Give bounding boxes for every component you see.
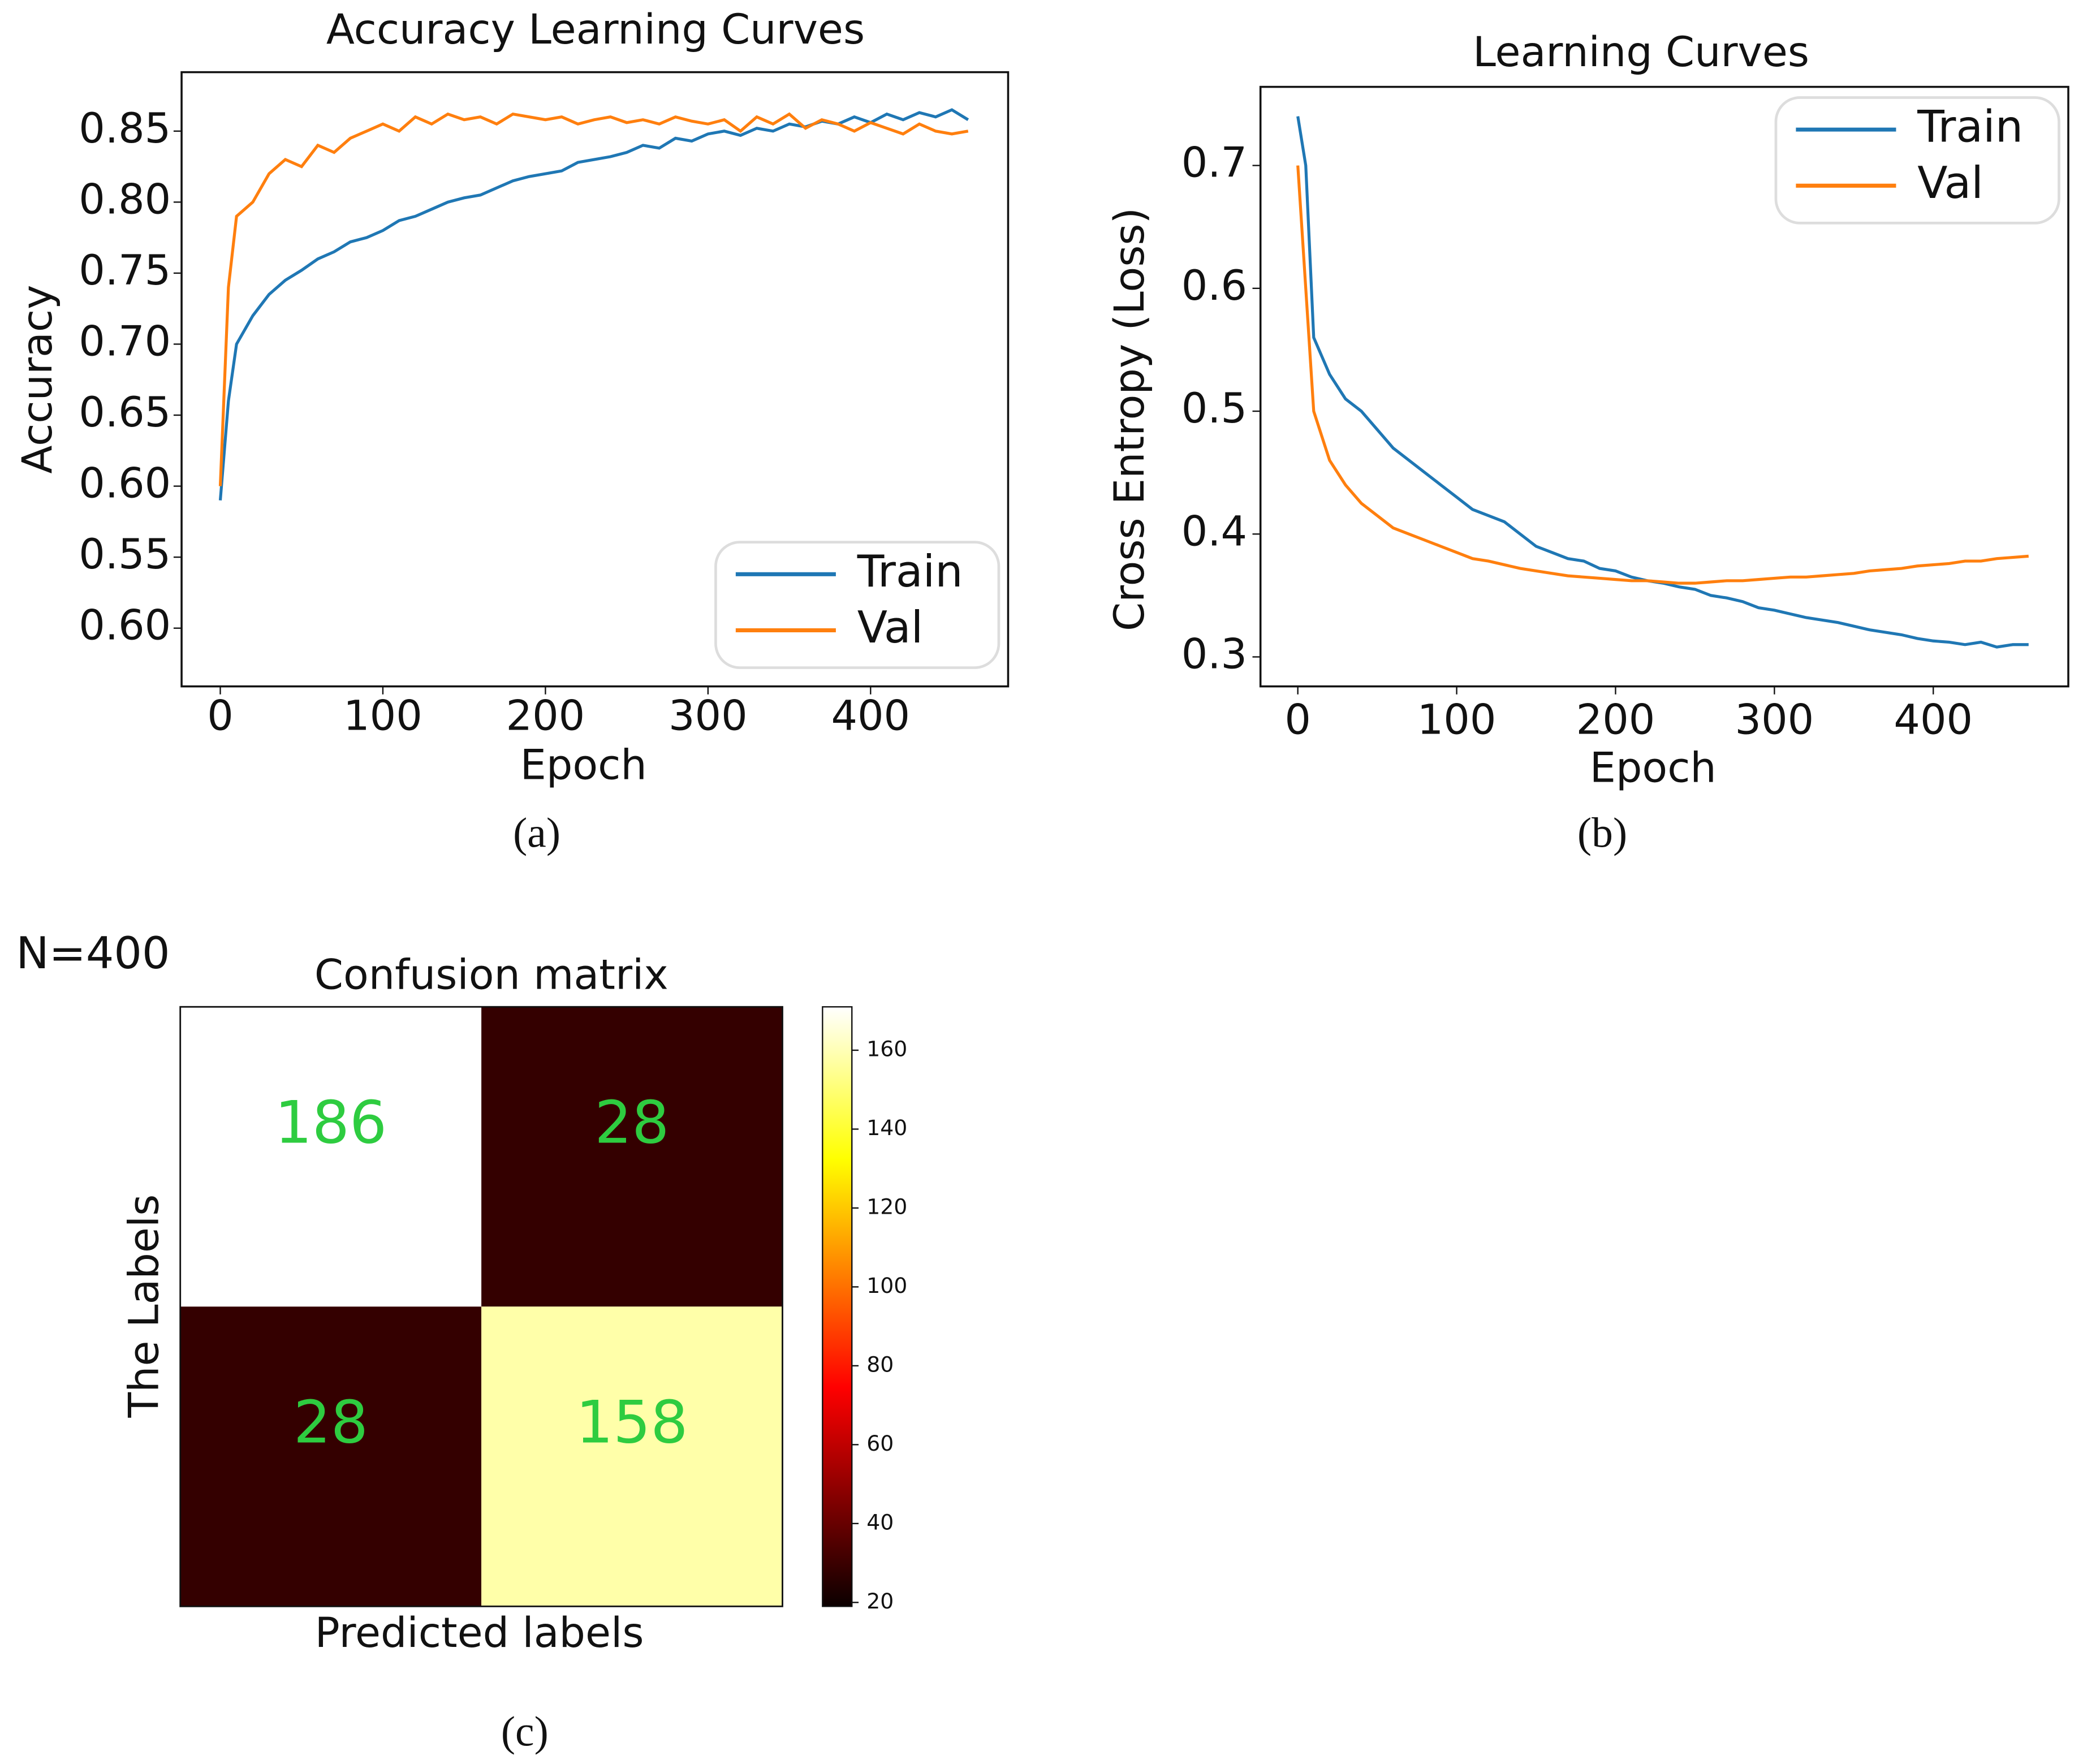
- y-tick-label: 0.85: [79, 105, 171, 153]
- caption: (a): [513, 810, 560, 857]
- x-tick-label: 0: [1284, 696, 1311, 744]
- colorbar-tick-label: 160: [866, 1036, 907, 1061]
- heatmap-cell: [481, 1306, 783, 1607]
- series-line: [218, 112, 969, 486]
- colorbar-tick-label: 140: [866, 1115, 907, 1140]
- y-axis-label: Accuracy: [14, 285, 62, 474]
- colorbar-tick-label: 100: [866, 1273, 907, 1298]
- legend-label: Val: [857, 602, 924, 653]
- caption: (b): [1577, 810, 1627, 857]
- y-tick-label: 0.60: [79, 602, 171, 650]
- cell-value: 28: [294, 1389, 368, 1457]
- legend-label: Val: [1917, 158, 1983, 209]
- x-tick-label: 300: [669, 692, 748, 740]
- y-tick-label: 0.7: [1181, 139, 1247, 187]
- legend-label: Train: [1917, 102, 2023, 153]
- x-tick-label: 400: [1894, 696, 1973, 744]
- colorbar-tick-label: 60: [866, 1431, 894, 1456]
- x-axis-label: Predicted labels: [315, 1609, 644, 1657]
- x-axis-label: Epoch: [520, 741, 647, 790]
- heatmap-cell: [180, 1007, 482, 1307]
- x-tick-label: 200: [1576, 696, 1655, 744]
- cell-value: 28: [594, 1089, 669, 1157]
- y-tick-label: 0.60: [79, 460, 171, 508]
- colorbar-tick-label: 40: [866, 1509, 894, 1534]
- series-line: [218, 108, 969, 501]
- y-tick-label: 0.55: [79, 531, 171, 579]
- colorbar-tick-label: 120: [866, 1194, 907, 1219]
- x-tick-label: 0: [207, 692, 234, 740]
- legend-label: Train: [857, 546, 963, 597]
- heatmap-cell: [481, 1007, 783, 1307]
- x-tick-label: 400: [831, 692, 910, 740]
- x-tick-label: 100: [343, 692, 422, 740]
- y-tick-label: 0.65: [79, 389, 171, 437]
- chart-title: Accuracy Learning Curves: [326, 6, 865, 54]
- x-tick-label: 100: [1417, 696, 1497, 744]
- cell-value: 158: [576, 1389, 688, 1457]
- annotation: N=400: [16, 928, 170, 979]
- y-tick-label: 0.70: [79, 317, 171, 365]
- heatmap-frame: [179, 1006, 783, 1607]
- y-tick-label: 0.5: [1181, 385, 1247, 433]
- x-axis-label: Epoch: [1590, 744, 1717, 792]
- colorbar-tick-label: 20: [866, 1589, 894, 1614]
- chart-title: Confusion matrix: [314, 951, 669, 999]
- y-axis-label: The Labels: [120, 1194, 169, 1418]
- x-tick-label: 200: [506, 692, 585, 740]
- y-tick-label: 0.80: [79, 175, 171, 223]
- caption: (c): [501, 1709, 549, 1756]
- series-line: [1296, 165, 2029, 585]
- x-tick-label: 300: [1735, 696, 1814, 744]
- y-tick-label: 0.75: [79, 247, 171, 295]
- colorbar-tick-label: 80: [866, 1352, 894, 1377]
- y-tick-label: 0.4: [1181, 507, 1247, 555]
- colorbar: [822, 1006, 853, 1607]
- heatmap-cell: [180, 1306, 482, 1607]
- y-axis-label: Cross Entropy (Loss): [1106, 208, 1154, 631]
- cell-value: 186: [275, 1089, 387, 1157]
- y-tick-label: 0.6: [1181, 262, 1247, 310]
- chart-title: Learning Curves: [1473, 28, 1809, 76]
- y-tick-label: 0.3: [1181, 631, 1247, 679]
